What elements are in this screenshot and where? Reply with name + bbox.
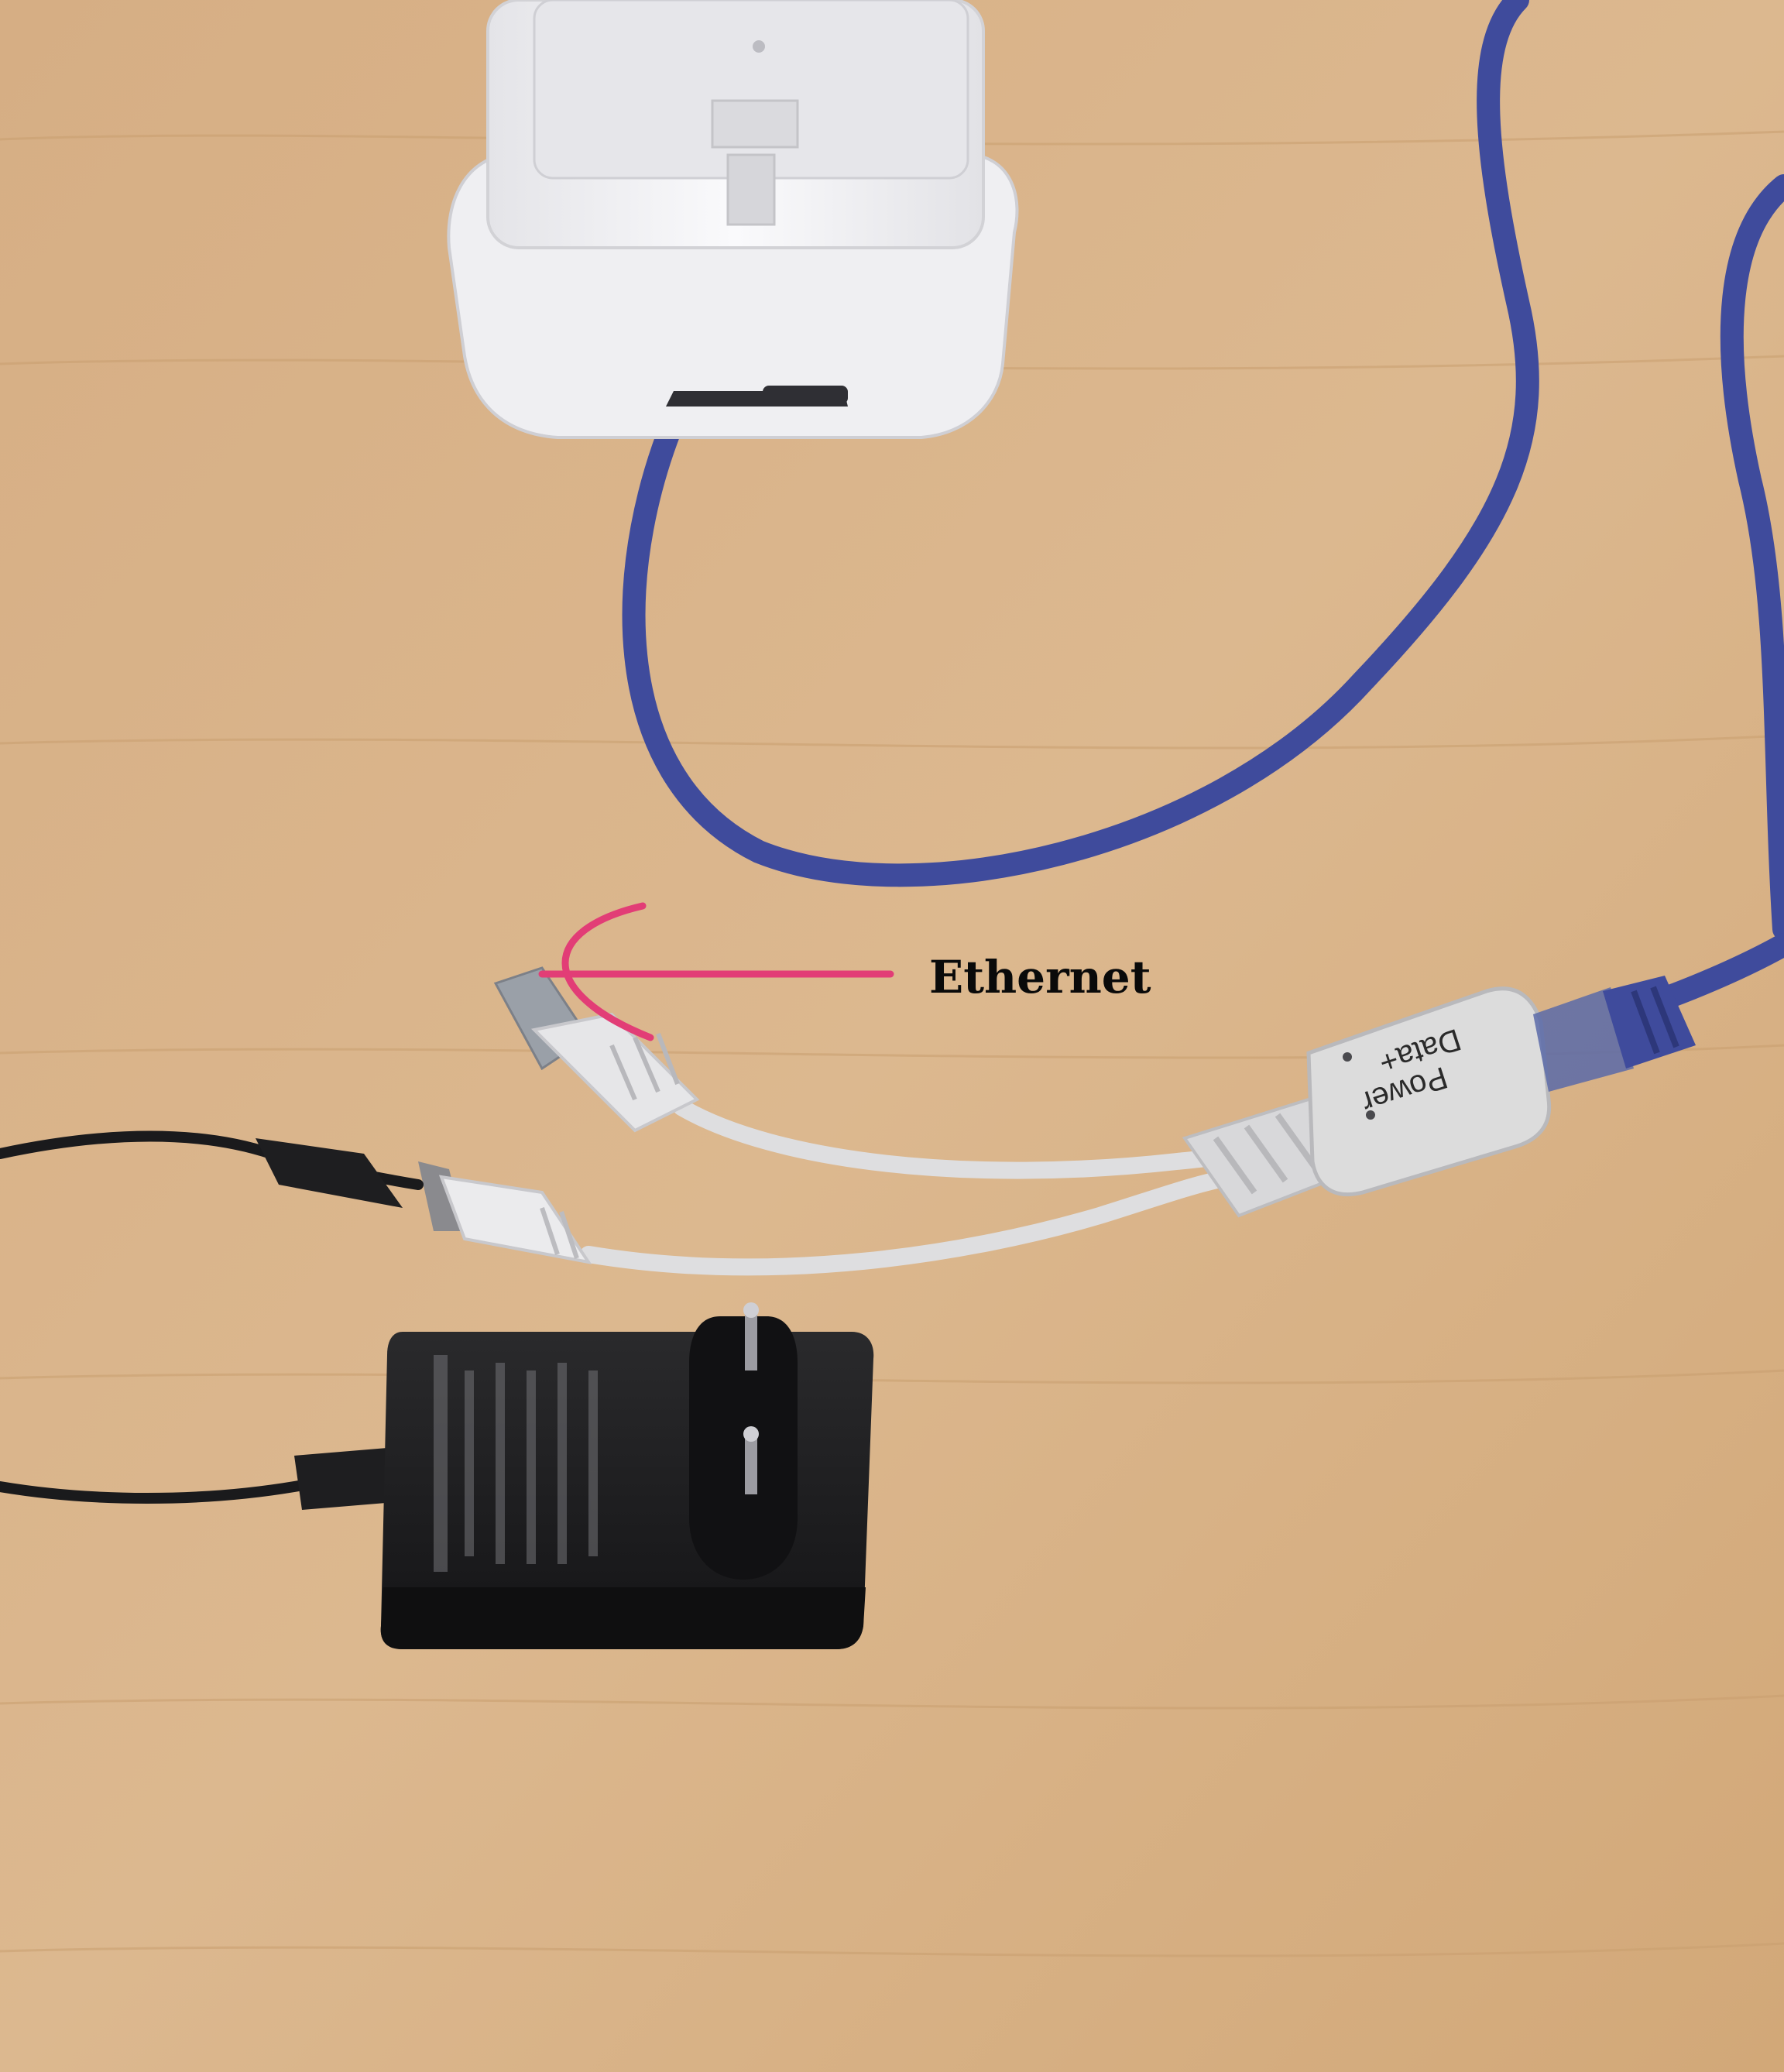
power-adapter <box>380 1302 874 1649</box>
barrel-connector <box>418 1161 592 1264</box>
blue-rj45-connector <box>1533 976 1696 1092</box>
adapter-plug-strain-relief <box>256 1138 403 1510</box>
camera-body <box>486 0 985 249</box>
ethernet-connector <box>493 966 700 1133</box>
ethernet-label: Ethernet <box>929 951 1151 1003</box>
annotation-arrow <box>538 902 894 1041</box>
poe-splitter: Data+ Power <box>1182 986 1552 1218</box>
